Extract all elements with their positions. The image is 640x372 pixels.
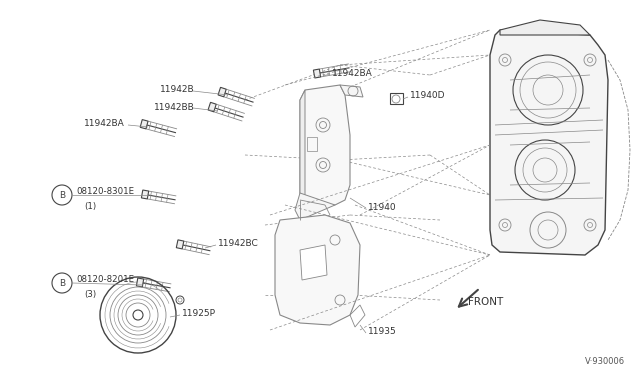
- Text: 11942BB: 11942BB: [154, 103, 195, 112]
- Text: FRONT: FRONT: [468, 297, 503, 307]
- Text: (3): (3): [84, 289, 96, 298]
- Polygon shape: [208, 102, 216, 112]
- Text: 11925P: 11925P: [182, 310, 216, 318]
- Bar: [390, 93, 403, 104]
- Polygon shape: [218, 87, 226, 97]
- Polygon shape: [300, 245, 327, 280]
- Text: 08120-8301E: 08120-8301E: [76, 187, 134, 196]
- Polygon shape: [500, 20, 590, 35]
- Text: 11940D: 11940D: [410, 92, 445, 100]
- Polygon shape: [314, 69, 321, 78]
- Text: B: B: [59, 279, 65, 288]
- Polygon shape: [300, 90, 305, 203]
- Text: V·930006: V·930006: [585, 357, 625, 366]
- Polygon shape: [295, 193, 335, 220]
- Text: (1): (1): [84, 202, 96, 211]
- Polygon shape: [136, 278, 144, 287]
- Text: 11942BC: 11942BC: [218, 240, 259, 248]
- Text: 11935: 11935: [368, 327, 397, 337]
- Text: 11942BA: 11942BA: [84, 119, 125, 128]
- Polygon shape: [490, 30, 608, 255]
- Text: B: B: [59, 190, 65, 199]
- Text: 08120-8201E: 08120-8201E: [76, 276, 134, 285]
- Text: 11942BA: 11942BA: [332, 68, 372, 77]
- Text: 11940: 11940: [368, 202, 397, 212]
- Polygon shape: [275, 215, 360, 325]
- Polygon shape: [300, 85, 350, 205]
- Polygon shape: [141, 190, 148, 199]
- Text: 11942B: 11942B: [161, 86, 195, 94]
- Polygon shape: [176, 240, 184, 249]
- Polygon shape: [140, 119, 148, 129]
- Polygon shape: [340, 85, 363, 97]
- Bar: [307, 137, 317, 151]
